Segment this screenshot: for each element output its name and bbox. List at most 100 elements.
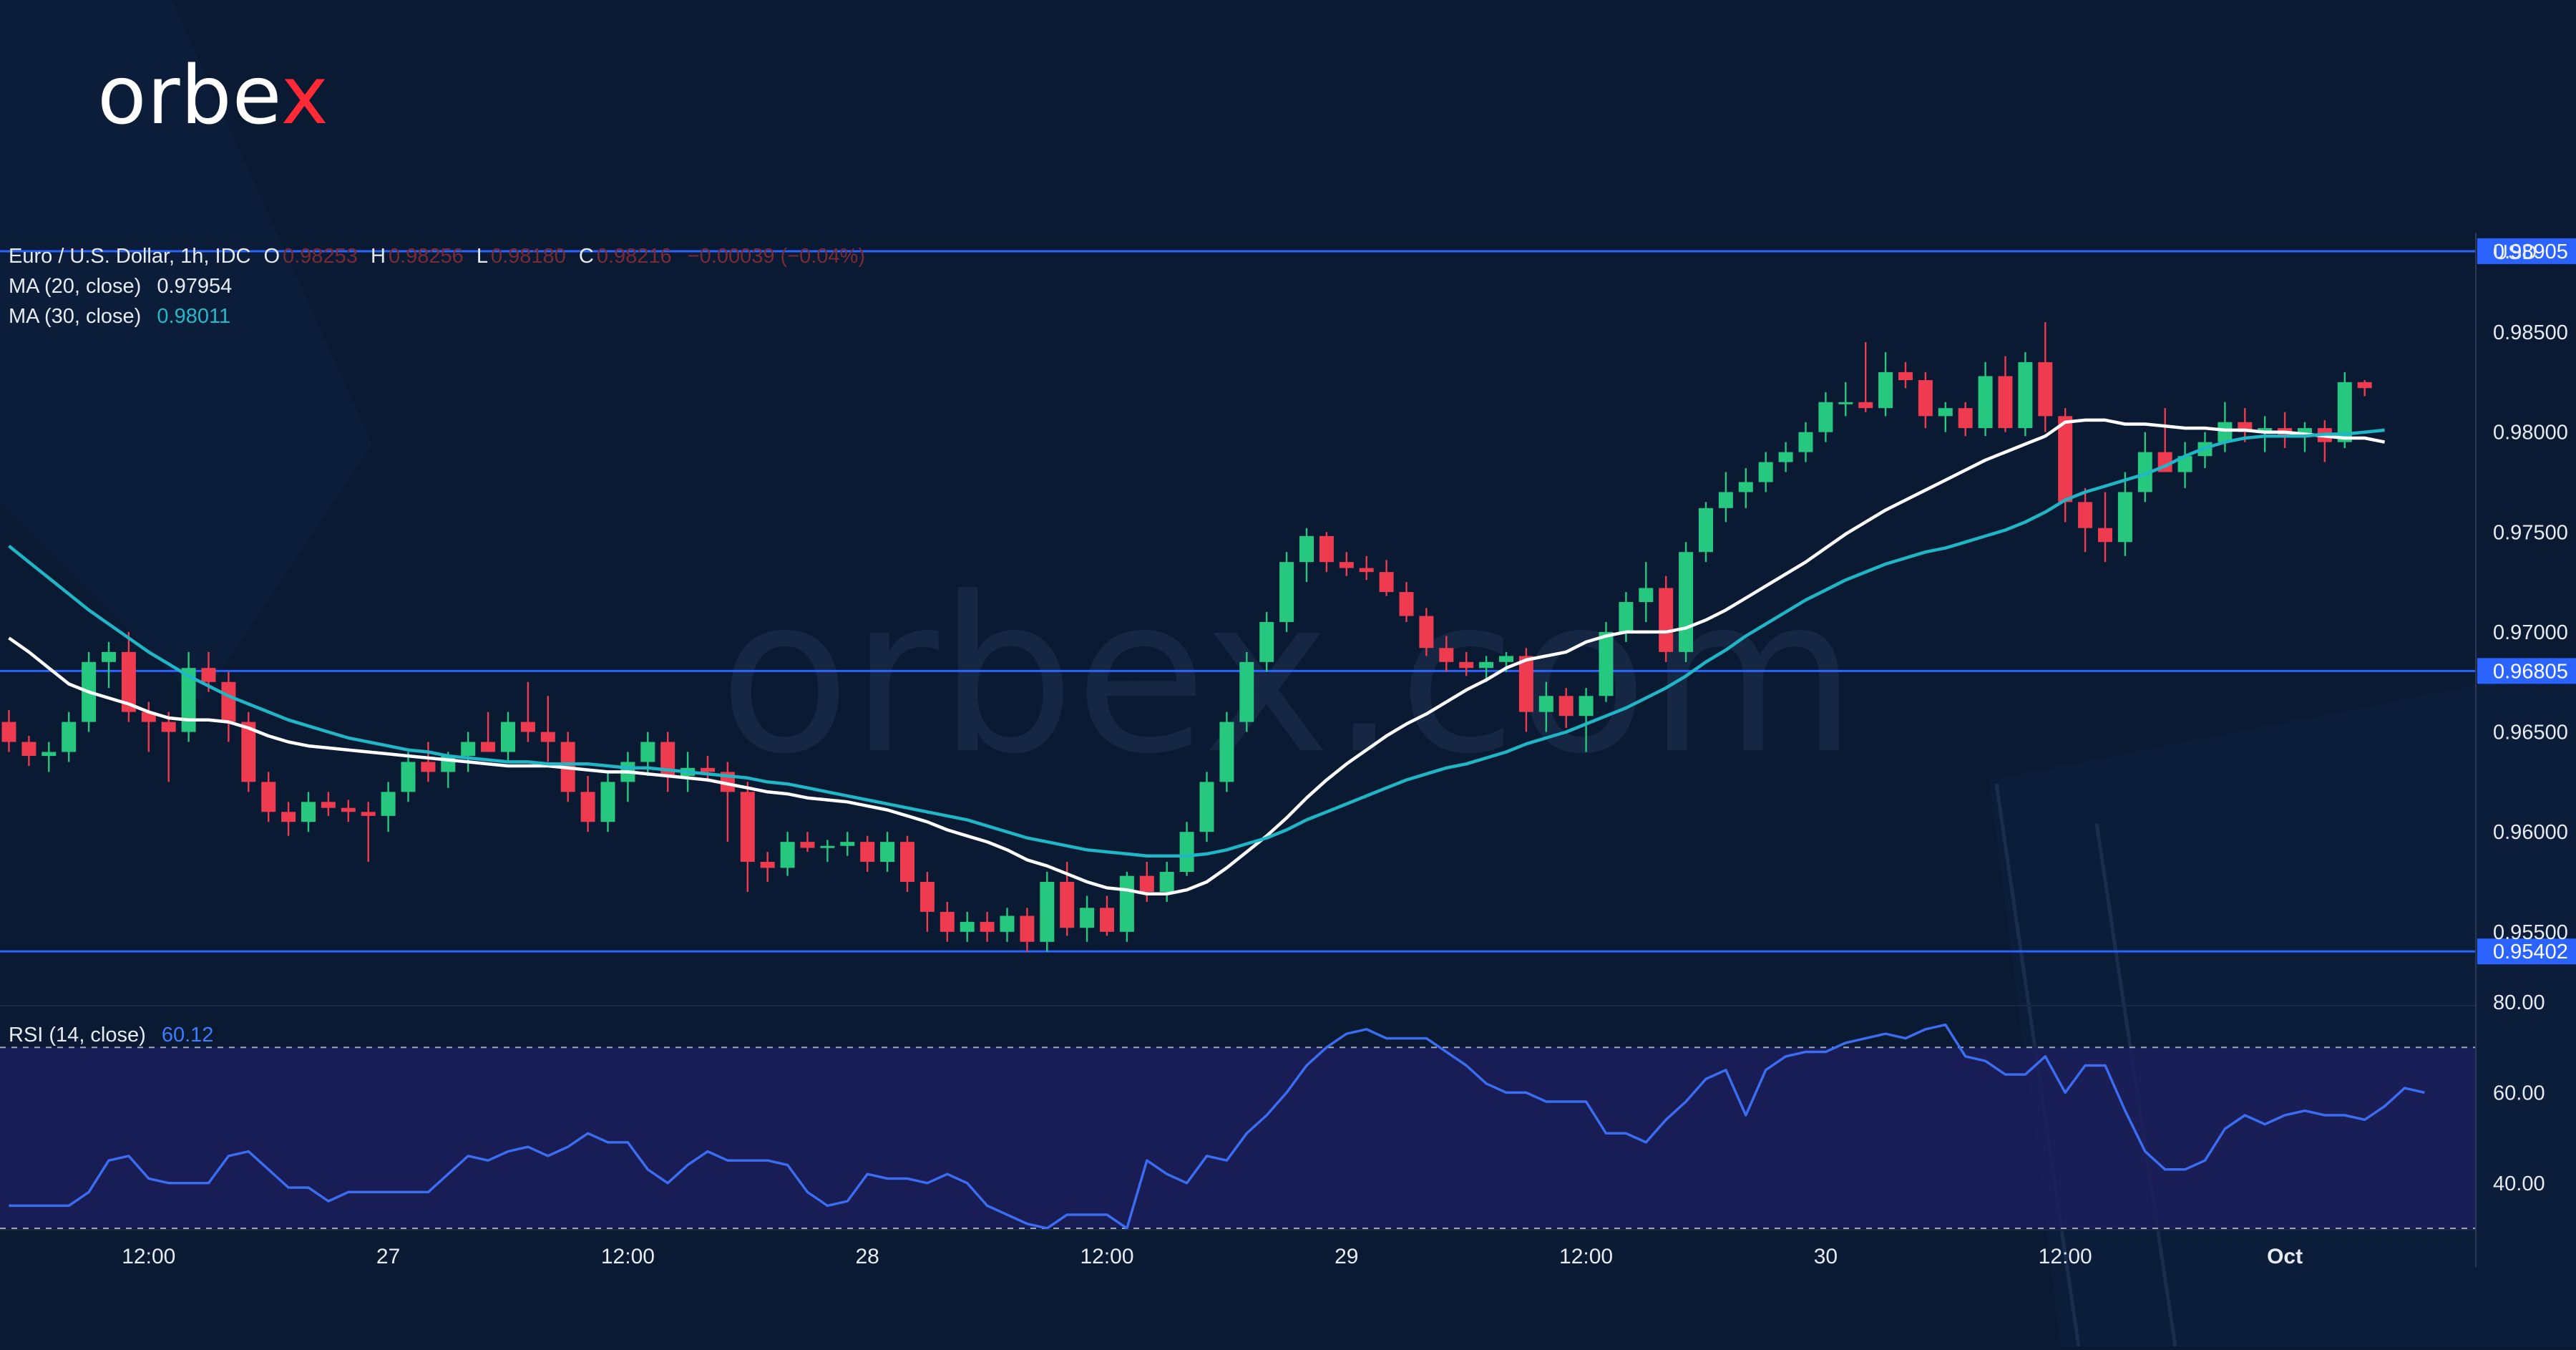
candlestick-series bbox=[1, 322, 2372, 952]
candle-body bbox=[940, 911, 955, 932]
candle-body bbox=[201, 668, 216, 682]
horizontal-level-label: 0.96805 bbox=[2493, 660, 2568, 683]
candle-body bbox=[1778, 452, 1793, 462]
time-tick-label: 12:00 bbox=[2039, 1245, 2092, 1268]
candle-body bbox=[1679, 552, 1694, 652]
candle-body bbox=[2137, 452, 2152, 492]
candle-body bbox=[1858, 402, 1873, 409]
candle-body bbox=[2018, 361, 2033, 429]
candle-body bbox=[840, 842, 855, 846]
candle-body bbox=[1139, 875, 1154, 892]
candle-body bbox=[2117, 492, 2132, 543]
candle-body bbox=[321, 802, 336, 808]
price-tick-label: 0.96500 bbox=[2493, 722, 2568, 744]
price-tick-label: 0.98000 bbox=[2493, 422, 2568, 445]
candle-body bbox=[301, 802, 316, 822]
price-tick-label: 0.97000 bbox=[2493, 621, 2568, 644]
candle-body bbox=[481, 742, 496, 752]
candle-body bbox=[880, 842, 895, 863]
candle-body bbox=[1000, 916, 1015, 932]
rsi-band bbox=[0, 1047, 2476, 1228]
legend-open: 0.98253 bbox=[283, 245, 358, 268]
time-tick-label: 12:00 bbox=[1080, 1245, 1133, 1268]
candle-body bbox=[1978, 376, 1993, 429]
legend-ma20-value: 0.97954 bbox=[157, 275, 233, 298]
candle-body bbox=[2177, 456, 2192, 472]
candle-body bbox=[2258, 428, 2273, 432]
candle-body bbox=[1439, 648, 1454, 662]
price-tick-label: 0.97500 bbox=[2493, 521, 2568, 544]
candle-body bbox=[860, 842, 875, 863]
legend-close: 0.98216 bbox=[596, 245, 672, 268]
candle-body bbox=[1958, 408, 1973, 429]
candle-body bbox=[42, 752, 57, 757]
candle-body bbox=[361, 812, 376, 816]
candle-body bbox=[660, 742, 675, 776]
legend-rsi: RSI (14, close) 60.12 bbox=[9, 1024, 214, 1047]
candle-body bbox=[520, 722, 535, 732]
candle-body bbox=[461, 742, 476, 757]
candle-body bbox=[21, 742, 36, 757]
candle-body bbox=[600, 782, 615, 822]
time-tick-label: 12:00 bbox=[122, 1245, 175, 1268]
rsi-tick-label: 80.00 bbox=[2493, 991, 2545, 1014]
candle-body bbox=[1399, 592, 1414, 616]
legend-rsi-value: 60.12 bbox=[161, 1024, 214, 1047]
candle-body bbox=[1619, 602, 1634, 632]
rsi-tick-label: 40.00 bbox=[2493, 1172, 2545, 1195]
currency-label: USD bbox=[2493, 241, 2537, 264]
candle-body bbox=[381, 792, 396, 816]
candle-body bbox=[1918, 380, 1933, 417]
candle-body bbox=[740, 792, 755, 863]
candle-body bbox=[161, 722, 176, 732]
time-tick-label: 30 bbox=[1814, 1245, 1838, 1268]
horizontal-level-tag bbox=[2477, 658, 2576, 684]
price-tick-label: 0.95500 bbox=[2493, 921, 2568, 944]
candle-body bbox=[1718, 492, 1733, 508]
candle-body bbox=[1159, 872, 1174, 892]
candle-body bbox=[1579, 696, 1594, 717]
decor-left-shape bbox=[0, 0, 372, 701]
candle-body bbox=[2218, 422, 2233, 442]
horizontal-levels: 0.98905 0.96805 0.95402 bbox=[0, 238, 2576, 965]
rsi-line bbox=[9, 1023, 2425, 1230]
candle-body bbox=[980, 921, 995, 932]
candle-body bbox=[1639, 588, 1654, 603]
candle-body bbox=[2058, 416, 2073, 502]
candle-body bbox=[62, 722, 77, 752]
candle-body bbox=[1459, 661, 1474, 669]
candle-body bbox=[241, 722, 256, 782]
legend-ohlc: Euro / U.S. Dollar, 1h, IDC O 0.98253 H 0.… bbox=[9, 245, 866, 268]
candle-body bbox=[780, 842, 795, 868]
candle-body bbox=[261, 782, 276, 812]
candle-body bbox=[1499, 656, 1513, 662]
candle-body bbox=[540, 732, 555, 742]
candle-body bbox=[2078, 502, 2093, 528]
time-tick-label: 28 bbox=[856, 1245, 879, 1268]
candle-body bbox=[2337, 382, 2352, 442]
candle-body bbox=[1659, 588, 1674, 652]
horizontal-level-label: 0.95402 bbox=[2493, 941, 2568, 963]
axes: USD 0.98500 0.98000 0.97500 0.97000 0.96500 0.… bbox=[0, 233, 2568, 1268]
horizontal-level-tag bbox=[2477, 938, 2576, 965]
candle-body bbox=[1798, 432, 1813, 452]
candle-body bbox=[701, 767, 715, 772]
candle-body bbox=[1379, 572, 1394, 593]
legend-low: 0.98180 bbox=[490, 245, 566, 268]
candle-body bbox=[1838, 402, 1853, 404]
candle-body bbox=[1179, 832, 1194, 873]
candle-body bbox=[1518, 656, 1533, 712]
legend-ma30: MA (30, close) 0.98011 bbox=[9, 305, 231, 328]
price-tick-label: 0.98500 bbox=[2493, 321, 2568, 344]
candle-body bbox=[221, 681, 236, 722]
candle-body bbox=[1060, 881, 1075, 928]
candle-body bbox=[580, 792, 595, 822]
candle-body bbox=[1699, 508, 1713, 553]
candle-body bbox=[341, 807, 356, 812]
candle-body bbox=[1878, 372, 1893, 409]
candle-body bbox=[919, 881, 935, 912]
candle-body bbox=[1219, 722, 1234, 782]
candle-body bbox=[760, 862, 775, 868]
